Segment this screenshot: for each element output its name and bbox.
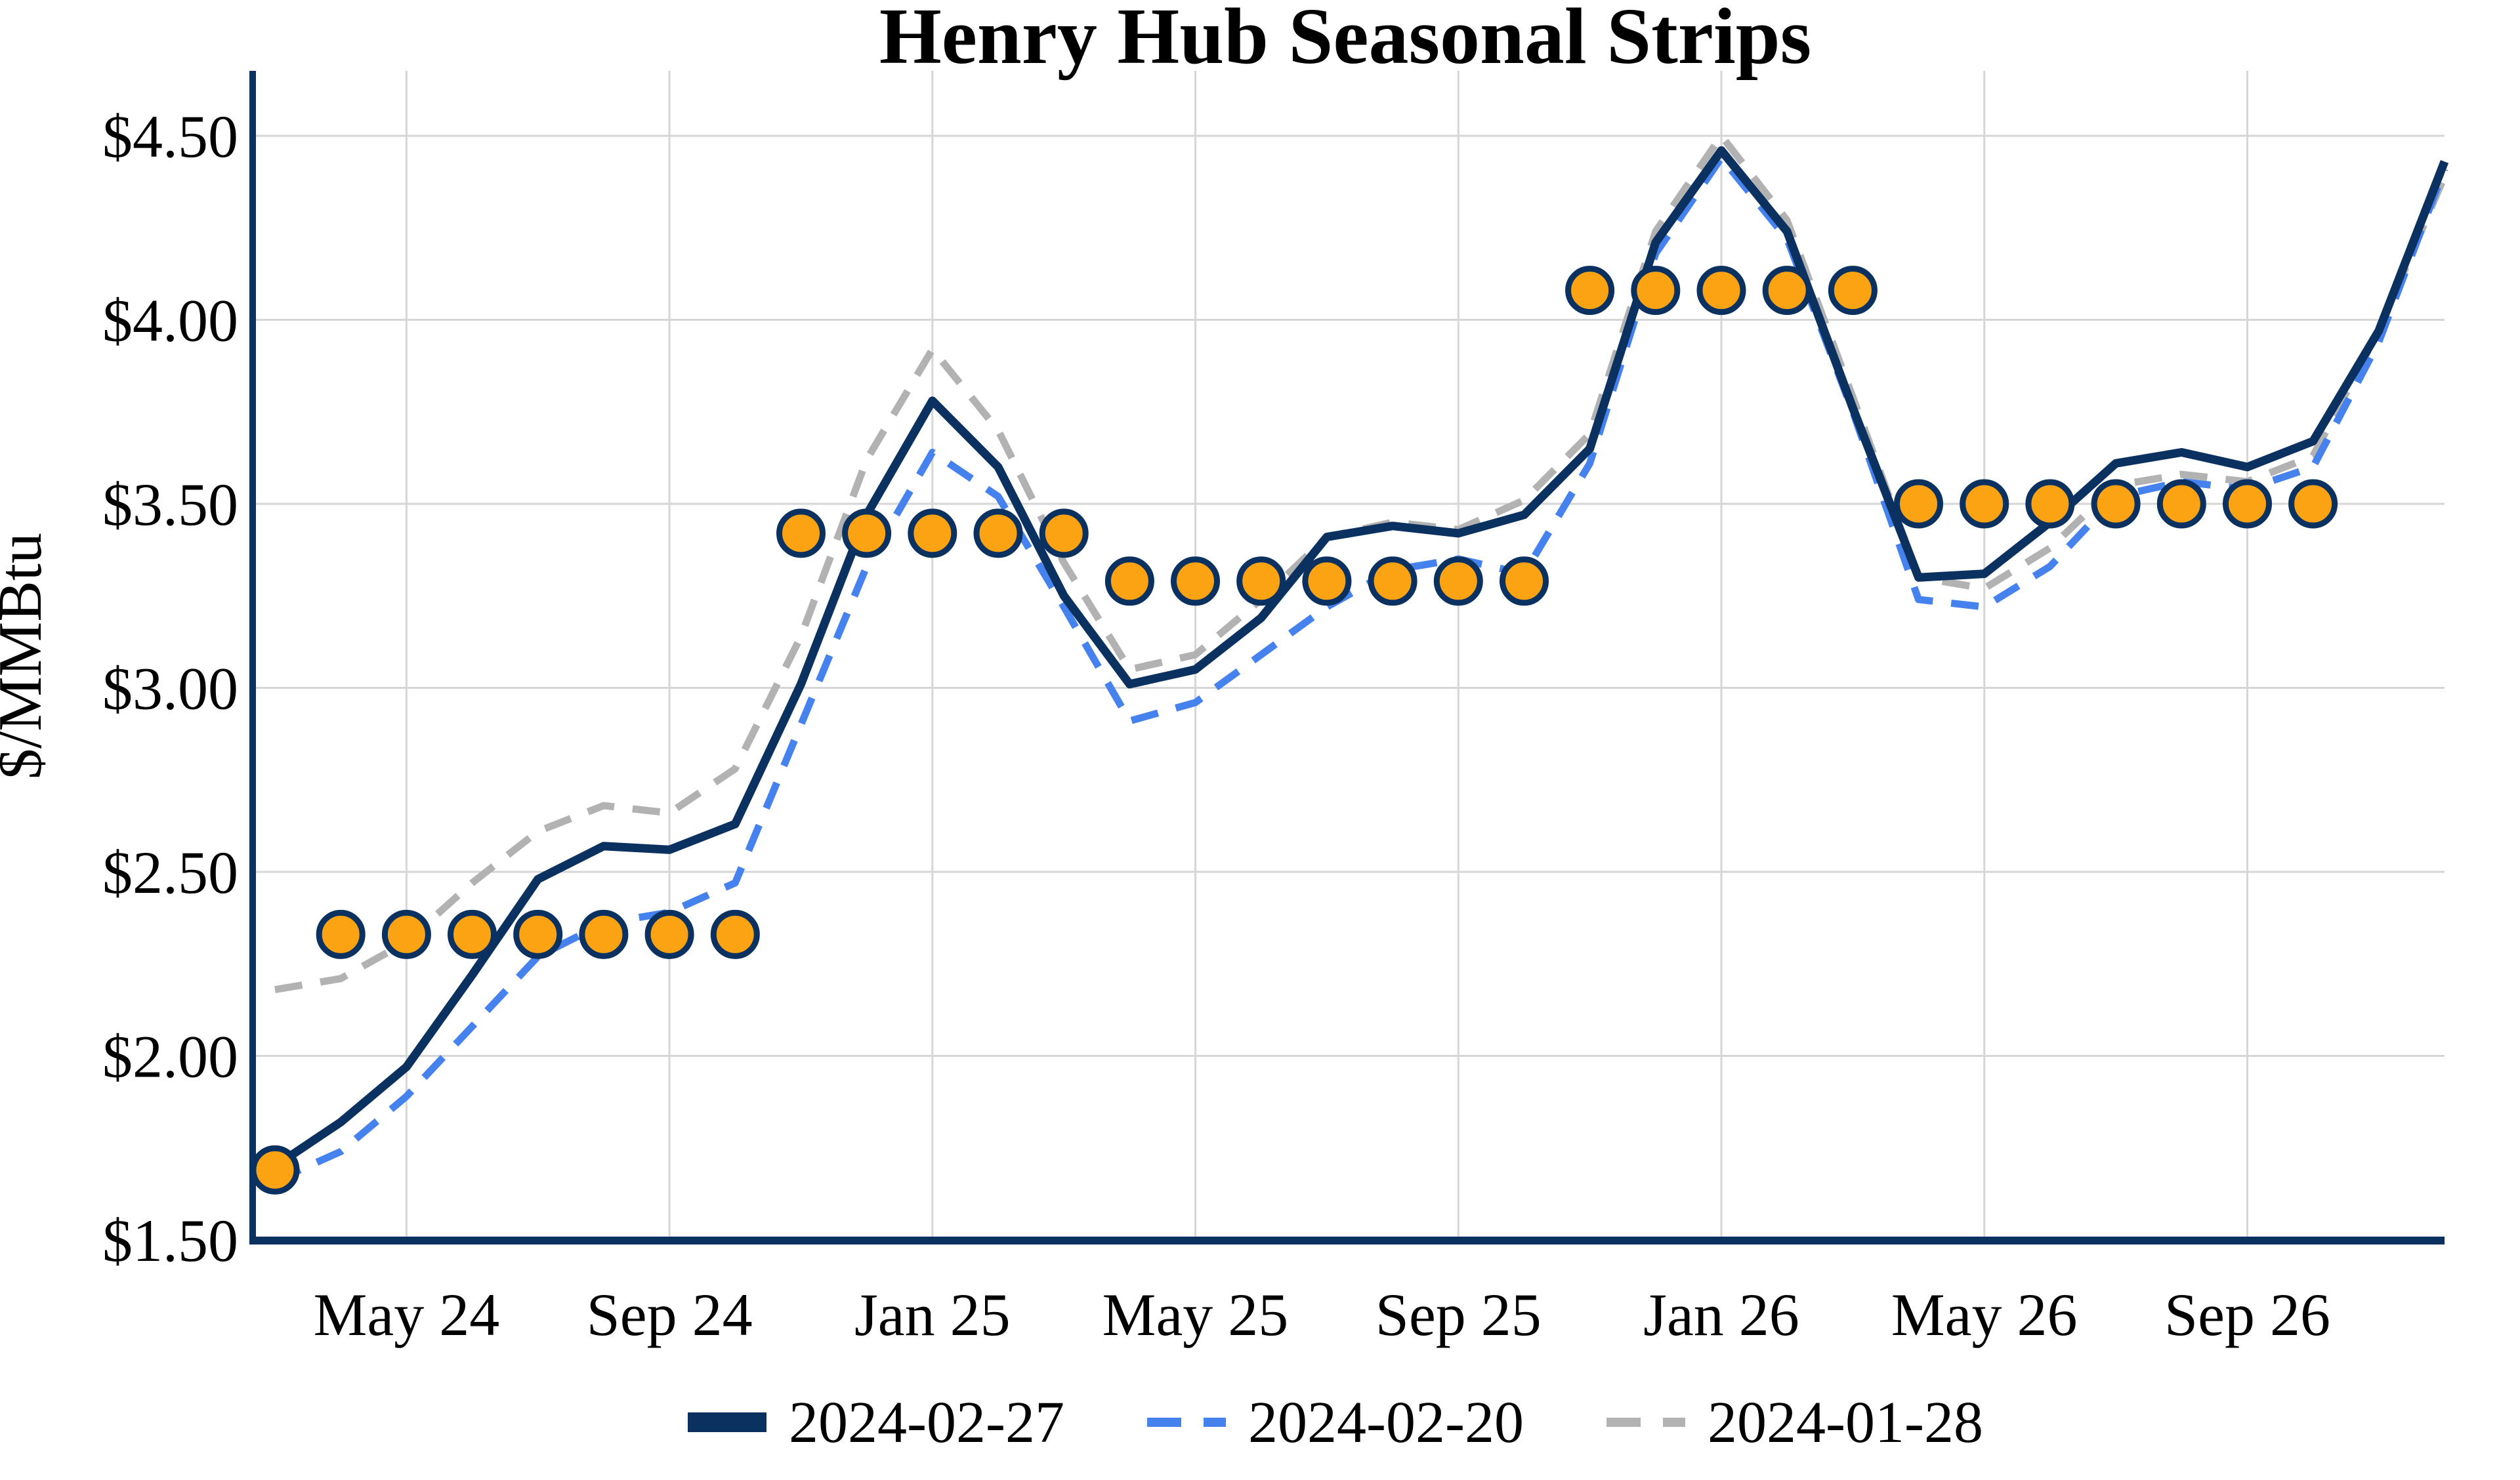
x-tick-labels: May 24 Sep 24 Jan 25 May 25 Sep 25 Jan 26 May … — [314, 1281, 2330, 1348]
strip-dot — [1039, 508, 1089, 558]
strip-dot — [1894, 479, 1943, 529]
strip-dot — [1500, 556, 1549, 606]
strip-dot — [579, 909, 629, 959]
y-tick-label: $3.50 — [102, 471, 238, 538]
strip-dot — [908, 508, 957, 558]
legend-label: 2024-02-20 — [1248, 1390, 1524, 1455]
strip-dot — [381, 909, 431, 959]
series-line-2024-02-27 — [272, 146, 2449, 1170]
y-tick-label: $2.00 — [102, 1023, 238, 1090]
y-tick-labels: $1.50 $2.00 $2.50 $3.00 $3.50 $4.00 $4.50 — [102, 103, 238, 1274]
x-tick-label: Sep 25 — [1376, 1281, 1542, 1348]
strip-dot — [1696, 266, 1746, 316]
y-tick-label: $4.50 — [102, 103, 238, 170]
y-tick-label: $4.00 — [102, 287, 238, 354]
strip-dot — [1828, 266, 1878, 316]
strip-dot — [842, 508, 892, 558]
strip-dot — [1433, 556, 1483, 606]
strip-dot — [644, 909, 694, 959]
strip-dot — [1368, 556, 1418, 606]
legend-label: 2024-01-28 — [1708, 1390, 1983, 1455]
legend: 2024-02-27 2024-02-20 2024-01-28 — [688, 1390, 1983, 1455]
axis-spines — [249, 71, 2445, 1244]
x-tick-label: Sep 24 — [587, 1281, 753, 1348]
strip-dot — [1565, 266, 1615, 316]
y-axis-label: $/MMBtu — [0, 533, 54, 779]
x-tick-label: Jan 26 — [1643, 1281, 1799, 1348]
chart-title: Henry Hub Seasonal Strips — [879, 0, 1811, 81]
legend-label: 2024-02-27 — [789, 1390, 1064, 1455]
y-tick-label: $2.50 — [102, 839, 238, 906]
series-lines — [272, 132, 2449, 1185]
series-line-2024-02-20 — [273, 154, 2448, 1185]
strip-dot — [316, 909, 366, 959]
legend-item: 2024-01-28 — [1606, 1390, 1983, 1455]
strip-dot — [1302, 556, 1352, 606]
gridlines — [253, 71, 2445, 1241]
strip-dot — [1236, 556, 1286, 606]
strip-dot — [973, 508, 1023, 558]
legend-item: 2024-02-20 — [1147, 1390, 1524, 1455]
x-tick-label: Jan 25 — [854, 1281, 1011, 1348]
x-tick-label: Sep 26 — [2164, 1281, 2330, 1348]
legend-item: 2024-02-27 — [688, 1390, 1064, 1455]
strip-dot — [1631, 266, 1681, 316]
x-tick-label: May 24 — [314, 1281, 500, 1348]
strip-dot — [448, 909, 497, 959]
strip-dot — [710, 909, 760, 959]
series-line-2024-01-28 — [274, 132, 2448, 993]
x-tick-label: May 26 — [1891, 1281, 2078, 1348]
strip-dot — [776, 508, 826, 558]
strip-dot — [1104, 556, 1154, 606]
y-tick-label: $1.50 — [102, 1207, 238, 1274]
strip-dot — [250, 1145, 300, 1195]
strip-dot — [2091, 479, 2141, 529]
strip-dot — [513, 909, 563, 959]
strip-dot — [2156, 479, 2206, 529]
strip-markers — [250, 266, 2338, 1195]
y-tick-label: $3.00 — [102, 655, 238, 722]
strip-dot — [2288, 479, 2338, 529]
strip-dot — [2223, 479, 2272, 529]
strip-dot — [1762, 266, 1812, 316]
strip-dot — [1171, 556, 1220, 606]
strip-dot — [2025, 479, 2075, 529]
x-tick-label: May 25 — [1102, 1281, 1289, 1348]
strip-dot — [1960, 479, 2009, 529]
